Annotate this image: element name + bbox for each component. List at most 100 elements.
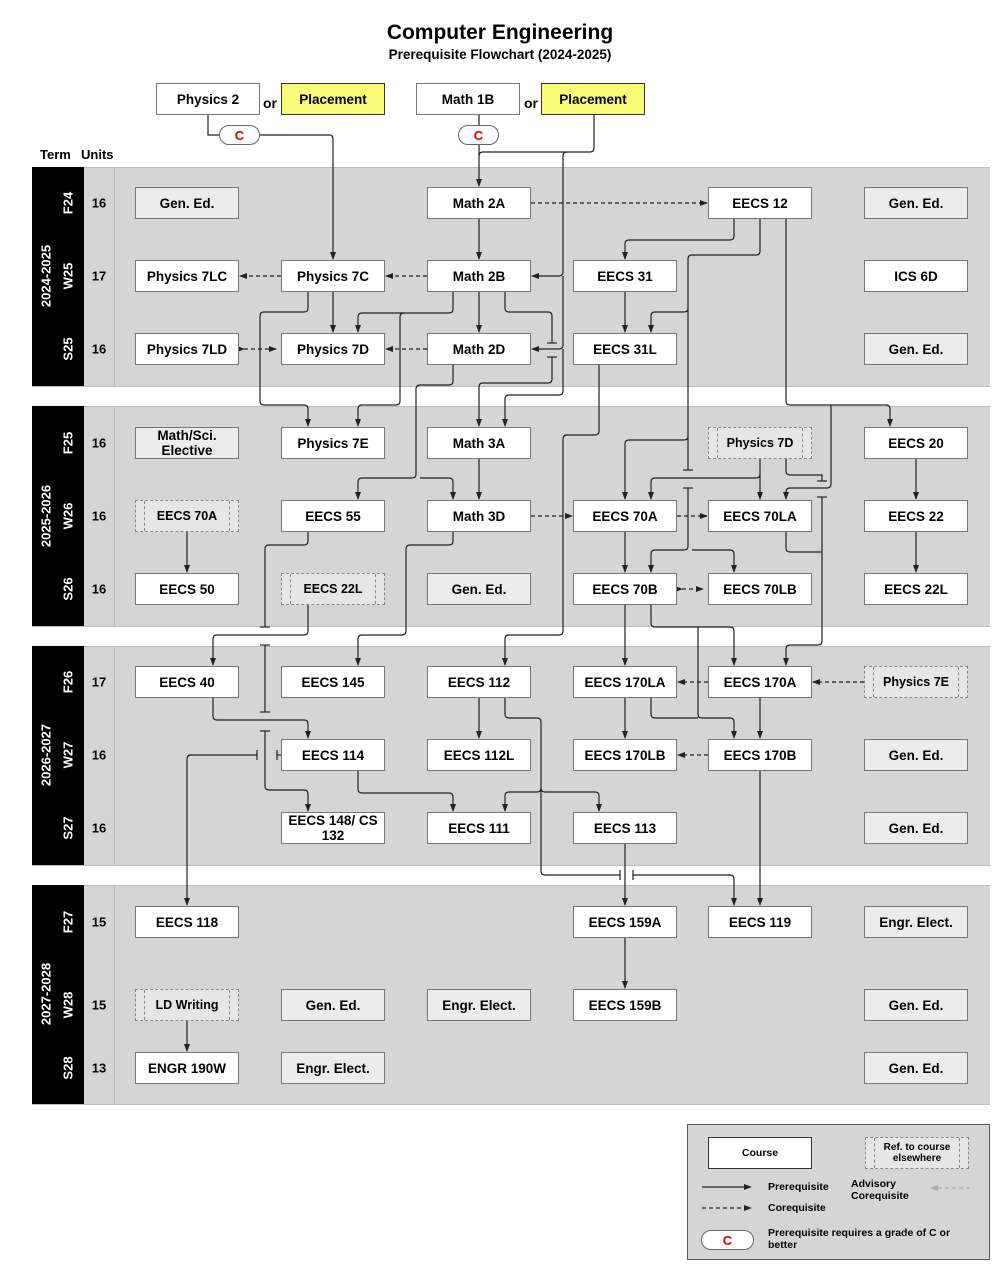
units-label: 16 [91,508,107,524]
term-column [32,167,84,386]
units-divider [114,647,115,865]
course-eecs-55: EECS 55 [281,500,385,532]
course-math-2a: Math 2A [427,187,531,219]
prerequisite-arrow [697,627,737,739]
connector-line [504,698,620,876]
units-label: 17 [91,268,107,284]
prerequisite-arrow [531,151,568,279]
course-math-1b: Math 1B [416,83,520,115]
prerequisite-arrow [184,754,257,906]
prerequisite-arrow [260,134,336,260]
connector-line [650,698,698,719]
course-eecs-70a: EECS 70A [135,500,239,532]
prerequisite-arrow [650,605,737,666]
prerequisite-arrow [210,605,309,666]
course-physics-7d: Physics 7D [281,333,385,365]
prerequisite-arrow [259,292,311,427]
term-column [32,406,84,626]
units-divider [114,407,115,626]
course-engr-elect: Engr. Elect. [864,906,968,938]
legend-prerequisite-arrow [744,1184,752,1190]
course-physics-7e: Physics 7E [864,666,968,698]
course-math-3d: Math 3D [427,500,531,532]
course-physics-7ld: Physics 7LD [135,333,239,365]
prerequisite-arrow [476,357,553,427]
units-label: 15 [91,914,107,930]
course-eecs-112: EECS 112 [427,666,531,698]
page-subtitle: Prerequisite Flowchart (2024-2025) [388,47,612,62]
legend-corequisite-label: Corequisite [768,1202,826,1214]
course-gen-ed: Gen. Ed. [864,333,968,365]
prerequisite-arrow [633,874,737,906]
course-eecs-31: EECS 31 [573,260,677,292]
prerequisite-arrow [531,276,564,352]
connector-line [785,532,822,553]
term-column [32,885,84,1104]
course-physics-7lc: Physics 7LC [135,260,239,292]
legend-grade-c-label: Prerequisite requires a grade of C or be… [768,1227,951,1251]
course-eecs-70lb: EECS 70LB [708,573,812,605]
legend-course-box: Course [708,1137,812,1169]
course-eecs-40: EECS 40 [135,666,239,698]
legend-corequisite-arrow [744,1205,752,1211]
placement-box: Placement [281,83,385,115]
course-gen-ed: Gen. Ed. [864,187,968,219]
units-label: 13 [91,1060,107,1076]
legend-advisory-arrow [930,1185,938,1191]
course-eecs-70la: EECS 70LA [708,500,812,532]
prerequisite-arrow [355,312,404,333]
prerequisite-arrow [783,405,832,500]
course-physics-7d: Physics 7D [708,427,812,459]
prerequisite-arrow [502,365,600,666]
course-eecs-119: EECS 119 [708,906,812,938]
units-label: 16 [91,820,107,836]
prerequisite-arrow [502,787,542,812]
course-eecs-22: EECS 22 [864,500,968,532]
legend-advisory-label: Advisory Corequisite [851,1178,909,1202]
course-engr-190w: ENGR 190W [135,1052,239,1084]
term-header: Term [40,147,71,162]
course-math-3a: Math 3A [427,427,531,459]
course-eecs-170a: EECS 170A [708,666,812,698]
units-divider [114,168,115,386]
course-gen-ed: Gen. Ed. [427,573,531,605]
or-label: or [263,95,277,111]
course-eecs-148-cs-132: EECS 148/ CS 132 [281,812,385,844]
course-ics-6d: ICS 6D [864,260,968,292]
connector-line [785,459,823,481]
course-eecs-170lb: EECS 170LB [573,739,677,771]
prerequisite-arrow [622,219,735,260]
course-engr-elect: Engr. Elect. [281,1052,385,1084]
course-eecs-112l: EECS 112L [427,739,531,771]
connector-line [504,292,553,343]
units-label: 16 [91,581,107,597]
grade-c-badge: C [219,125,260,145]
course-gen-ed: Gen. Ed. [864,812,968,844]
course-physics-2: Physics 2 [156,83,260,115]
legend: Course Ref. to course elsewhere Prerequi… [687,1124,990,1260]
prerequisite-arrow [648,307,689,333]
legend-prerequisite-label: Prerequisite [768,1181,829,1193]
prerequisite-arrow [502,349,564,427]
prerequisite-arrow [648,488,689,573]
units-header: Units [81,147,114,162]
course-eecs-159a: EECS 159A [573,906,677,938]
course-eecs-70b: EECS 70B [573,573,677,605]
course-eecs-111: EECS 111 [427,812,531,844]
units-label: 16 [91,435,107,451]
page-title: Computer Engineering [386,21,614,44]
course-engr-elect: Engr. Elect. [427,989,531,1021]
course-gen-ed: Gen. Ed. [864,989,968,1021]
prerequisite-arrow [355,365,454,500]
units-divider [114,886,115,1104]
prerequisite-arrow [264,731,311,812]
prerequisite-arrow [355,532,454,666]
legend-line-samples [702,1184,974,1211]
course-eecs-170b: EECS 170B [708,739,812,771]
connector-line [264,532,309,627]
legend-ref-box: Ref. to course elsewhere [865,1137,969,1169]
course-math-2b: Math 2B [427,260,531,292]
course-eecs-22l: EECS 22L [864,573,968,605]
